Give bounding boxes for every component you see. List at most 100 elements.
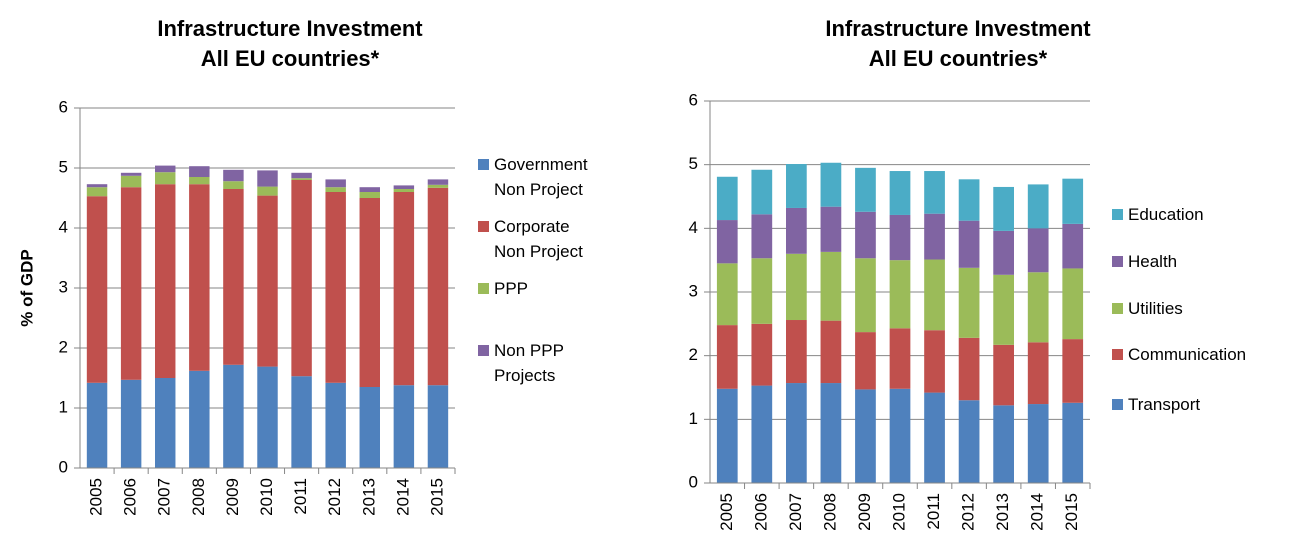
bar-segment <box>393 192 415 386</box>
bar-segment <box>223 364 244 468</box>
bar-segment <box>958 179 980 221</box>
bar-segment <box>291 172 312 179</box>
bar-segment <box>820 162 842 207</box>
bar-segment <box>924 213 945 260</box>
x-tick-label: 2009 <box>855 493 874 531</box>
legend-label: Corporate Non Project <box>494 217 583 261</box>
bar-segment <box>1027 404 1049 483</box>
x-tick-label: 2012 <box>959 493 978 531</box>
bar-segment <box>716 388 738 483</box>
bar-segment <box>325 179 346 188</box>
bar-segment <box>993 274 1014 345</box>
bar-segment <box>958 220 980 268</box>
bar-segment <box>1062 223 1084 269</box>
legend-label: Non PPP Projects <box>494 341 564 385</box>
legend-label: Education <box>1128 205 1204 224</box>
bar-segment <box>86 184 108 188</box>
bar-segment <box>120 175 142 188</box>
y-tick-label: 4 <box>689 218 698 237</box>
legend-label: Communication <box>1128 345 1247 364</box>
bar-segment <box>924 171 945 214</box>
bar-segment <box>855 167 876 212</box>
bar-segment <box>1027 342 1049 405</box>
bar-segment <box>86 187 108 197</box>
bar-segment <box>189 166 210 177</box>
x-tick-label: 2006 <box>751 493 770 531</box>
x-tick-label: 2015 <box>427 478 446 516</box>
bar-segment <box>924 259 945 331</box>
y-tick-label: 6 <box>59 97 68 116</box>
legend-label: Health <box>1128 252 1178 271</box>
bar-segment <box>786 207 807 254</box>
bar-segment <box>359 387 380 468</box>
y-tick-label: 2 <box>689 345 698 364</box>
y-axis-label: % of GDP <box>17 249 36 326</box>
bar-segment <box>855 389 876 483</box>
bar-segment <box>120 379 142 468</box>
bar-segment <box>993 230 1014 275</box>
y-tick-label: 0 <box>689 472 698 491</box>
bar-segment <box>924 330 945 393</box>
bar-segment <box>855 258 876 333</box>
y-tick-label: 2 <box>59 337 68 356</box>
bar-segment <box>155 378 176 468</box>
x-tick-label: 2010 <box>889 493 908 531</box>
bar-segment <box>291 376 312 468</box>
x-tick-label: 2014 <box>393 478 412 516</box>
bar-segment <box>993 344 1014 406</box>
bar-segment <box>155 172 176 185</box>
bar-segment <box>1062 268 1084 340</box>
bar-segment <box>786 383 807 483</box>
bar-segment <box>993 186 1014 231</box>
bar-segment <box>393 385 415 468</box>
legend-swatch <box>478 283 489 294</box>
legend-swatch <box>1112 349 1123 360</box>
x-tick-label: 2012 <box>325 478 344 516</box>
bar-segment <box>257 186 278 196</box>
bar-segment <box>820 320 842 384</box>
legend-swatch <box>478 159 489 170</box>
bar-segment <box>786 320 807 384</box>
y-tick-label: 5 <box>59 157 68 176</box>
legend-label: Government Non Project <box>494 155 588 199</box>
legend-label: Transport <box>1128 395 1201 414</box>
bar-segment <box>325 187 346 192</box>
bar-segment <box>855 211 876 259</box>
bar-segment <box>958 400 980 483</box>
bar-segment <box>924 392 945 483</box>
bar-segment <box>1062 402 1084 483</box>
x-tick-label: 2005 <box>717 493 736 531</box>
chart-title: Infrastructure Investment All EU countri… <box>825 16 1091 71</box>
legend-label: Utilities <box>1128 299 1183 318</box>
bar-segment <box>223 169 244 182</box>
bar-segment <box>155 165 176 173</box>
bar-segment <box>751 169 773 215</box>
bar-segment <box>86 196 108 383</box>
bar-segment <box>120 172 142 176</box>
bar-segment <box>820 251 842 321</box>
bar-segment <box>189 177 210 185</box>
bar-segment <box>427 187 449 386</box>
x-tick-label: 2008 <box>820 493 839 531</box>
bar-segment <box>751 385 773 483</box>
bar-segment <box>786 164 807 208</box>
bar-segment <box>1027 228 1049 273</box>
chart-title: Infrastructure Investment All EU countri… <box>157 16 423 71</box>
legend-swatch <box>1112 303 1123 314</box>
bar-segment <box>716 176 738 221</box>
bar-segment <box>958 267 980 338</box>
bar-segment <box>120 187 142 380</box>
bar-segment <box>223 181 244 189</box>
bar-segment <box>889 171 911 215</box>
bar-segment <box>189 370 210 468</box>
bar-segment <box>820 206 842 252</box>
bar-segment <box>86 382 108 468</box>
x-tick-label: 2009 <box>223 478 242 516</box>
legend-swatch <box>1112 256 1123 267</box>
x-tick-label: 2014 <box>1028 493 1047 531</box>
bar-segment <box>359 198 380 387</box>
legend-swatch <box>1112 209 1123 220</box>
bar-segment <box>257 366 278 468</box>
